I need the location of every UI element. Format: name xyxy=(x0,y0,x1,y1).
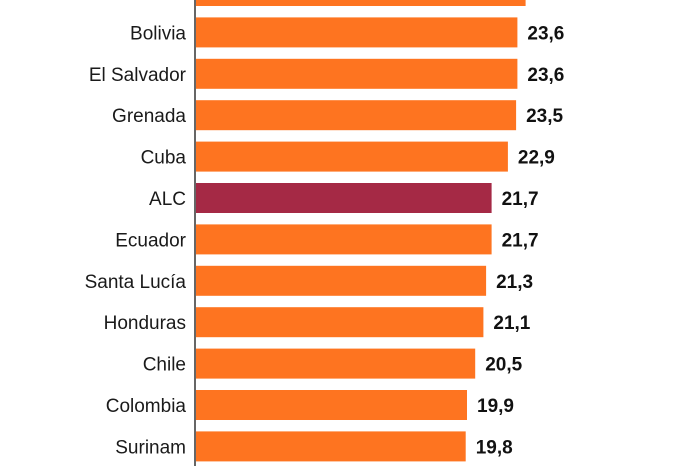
value-label-alc: 21,7 xyxy=(502,189,539,210)
bar-surinam xyxy=(196,431,466,462)
bar-el-salvador xyxy=(196,58,518,89)
bar-grenada xyxy=(196,100,517,131)
category-label-alc: ALC xyxy=(149,189,186,210)
value-label-bolivia: 23,6 xyxy=(527,23,564,44)
category-label-surinam: Surinam xyxy=(115,437,186,458)
value-label-colombia: 19,9 xyxy=(477,396,514,417)
category-label-honduras: Honduras xyxy=(104,313,186,334)
category-label-chile: Chile xyxy=(143,355,186,376)
labels-layer: Bolivia 23,6 El Salvador 23,6 Grenada 23,5 Cub… xyxy=(85,23,565,458)
value-label-grenada: 23,5 xyxy=(526,106,563,127)
bar-ecuador xyxy=(196,224,492,255)
bar-top xyxy=(196,0,526,6)
value-label-ecuador: 21,7 xyxy=(502,230,539,251)
bar-chile xyxy=(196,348,476,379)
value-label-santa-lucia: 21,3 xyxy=(496,272,533,293)
category-label-cuba: Cuba xyxy=(141,148,187,169)
bar-honduras xyxy=(196,307,484,338)
value-label-chile: 20,5 xyxy=(485,355,522,376)
bar-cuba xyxy=(196,141,508,172)
bar-bolivia xyxy=(196,17,518,48)
category-label-ecuador: Ecuador xyxy=(115,230,186,251)
bar-colombia xyxy=(196,390,467,420)
category-label-bolivia: Bolivia xyxy=(130,23,186,44)
category-label-santa-lucia: Santa Lucía xyxy=(85,272,187,293)
value-label-cuba: 22,9 xyxy=(518,148,555,169)
category-label-colombia: Colombia xyxy=(106,396,187,417)
bar-alc xyxy=(196,183,492,213)
value-label-el-salvador: 23,6 xyxy=(527,65,564,86)
value-label-surinam: 19,8 xyxy=(476,437,513,458)
category-label-el-salvador: El Salvador xyxy=(89,65,187,86)
bars-layer xyxy=(196,0,526,462)
bar-santa-lucia xyxy=(196,265,487,296)
value-label-honduras: 21,1 xyxy=(493,313,530,334)
category-label-grenada: Grenada xyxy=(112,106,186,127)
